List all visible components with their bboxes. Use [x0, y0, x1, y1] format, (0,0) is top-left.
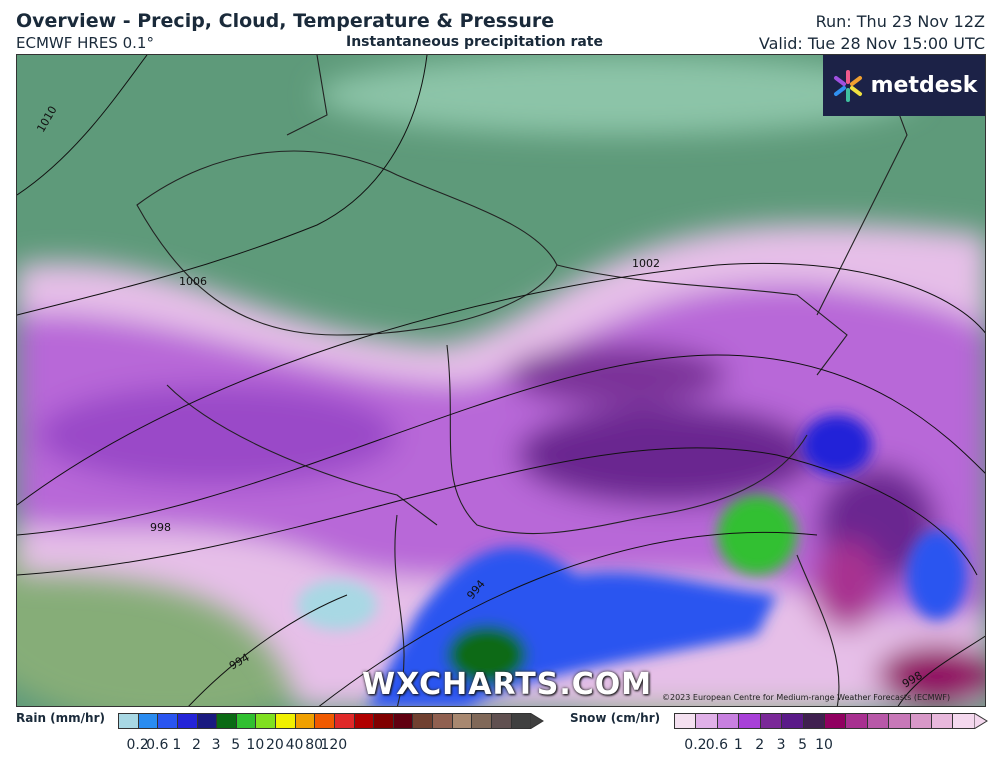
colorbar-swatch — [413, 714, 433, 728]
colorbar-swatch — [910, 714, 933, 728]
colorbar-tick: 80 — [305, 737, 324, 753]
colorbar-tick: 0.6 — [146, 737, 169, 753]
colorbar-swatch — [295, 714, 316, 728]
isobar-label: 998 — [150, 521, 171, 534]
colorbar-swatch — [953, 714, 975, 728]
logo-flower-icon — [833, 69, 862, 102]
colorbar-swatch — [119, 714, 139, 728]
logo-text: metdesk — [870, 73, 978, 98]
colorbar-swatch — [236, 714, 257, 728]
colorbar-swatch — [846, 714, 868, 728]
colorbar-swatch — [138, 714, 159, 728]
colorbar-tick: 5 — [798, 737, 808, 753]
colorbar-swatch — [782, 714, 804, 728]
rain-legend-label: Rain (mm/hr) — [16, 711, 105, 725]
colorbar-swatch — [472, 714, 492, 728]
colorbar-tick: 0.2 — [126, 737, 149, 753]
colorbar-swatch — [433, 714, 453, 728]
run-time: Run: Thu 23 Nov 12Z — [815, 12, 985, 31]
colorbar-swatch — [867, 714, 890, 728]
copyright-notice: ©2023 European Centre for Medium-range W… — [662, 693, 951, 702]
colorbar-swatch — [393, 714, 414, 728]
colorbar-swatch — [889, 714, 911, 728]
map-canvas: 1010 1006 1002 998 994 994 998 — [17, 55, 985, 706]
colorbar-swatch — [197, 714, 218, 728]
colorbar-swatch — [276, 714, 296, 728]
colorbar-tick: 3 — [776, 737, 786, 753]
metdesk-logo: metdesk — [823, 55, 985, 116]
colorbar-tick: 20 — [266, 737, 284, 753]
snow-colorbar — [674, 713, 975, 729]
colorbar-tick: 0.6 — [705, 737, 728, 753]
colorbar-swatch — [511, 714, 532, 728]
colorbar-swatch — [760, 714, 783, 728]
colorbar-swatch — [803, 714, 825, 728]
snow-legend-label: Snow (cm/hr) — [570, 711, 661, 725]
isobar-label: 1006 — [179, 275, 207, 288]
colorbar-swatch — [256, 714, 276, 728]
colorbar-swatch — [217, 714, 237, 728]
colorbar-tick: 1 — [733, 737, 743, 753]
colorbar-tick: 2 — [192, 737, 201, 753]
colorbar-tick: 5 — [231, 737, 241, 753]
rain-area — [297, 415, 967, 706]
colorbar-swatch — [177, 714, 198, 728]
colorbar-swatch — [334, 714, 355, 728]
rain-colorbar-arrow — [530, 713, 544, 729]
isobar-label: 1002 — [632, 257, 660, 270]
colorbar-tick: 10 — [246, 737, 265, 753]
isobars — [17, 55, 985, 706]
valid-time: Valid: Tue 28 Nov 15:00 UTC — [758, 34, 985, 53]
colorbar-swatch — [675, 714, 697, 728]
colorbar-swatch — [315, 714, 335, 728]
colorbar-tick: 10 — [815, 737, 833, 753]
rain-colorbar — [118, 713, 532, 729]
colorbar-swatch — [491, 714, 512, 728]
colorbar-swatch — [354, 714, 375, 728]
colorbar-tick: 120 — [320, 737, 348, 753]
colorbar-tick: 3 — [211, 737, 221, 753]
colorbar-tick: 1 — [172, 737, 182, 753]
weather-map[interactable]: 1010 1006 1002 998 994 994 998 metdesk W… — [16, 54, 986, 707]
model-name: ECMWF HRES 0.1° — [16, 34, 154, 52]
colorbar-tick: 2 — [755, 737, 765, 753]
colorbar-swatch — [158, 714, 178, 728]
colorbar-swatch — [739, 714, 761, 728]
colorbar-swatch — [696, 714, 718, 728]
colorbar-swatch — [932, 714, 954, 728]
colorbar-tick: 40 — [285, 737, 304, 753]
colorbar-swatch — [717, 714, 740, 728]
snow-colorbar-arrow — [974, 713, 988, 729]
map-title: Overview - Precip, Cloud, Temperature & … — [16, 10, 555, 32]
border-lines — [136, 55, 908, 706]
colorbar-swatch — [824, 714, 847, 728]
map-subtitle: Instantaneous precipitation rate — [346, 34, 603, 50]
colorbar-swatch — [374, 714, 394, 728]
colorbar-tick: 0.2 — [684, 737, 707, 753]
colorbar-swatch — [452, 714, 473, 728]
watermark: WXCHARTS.COM — [362, 667, 653, 702]
